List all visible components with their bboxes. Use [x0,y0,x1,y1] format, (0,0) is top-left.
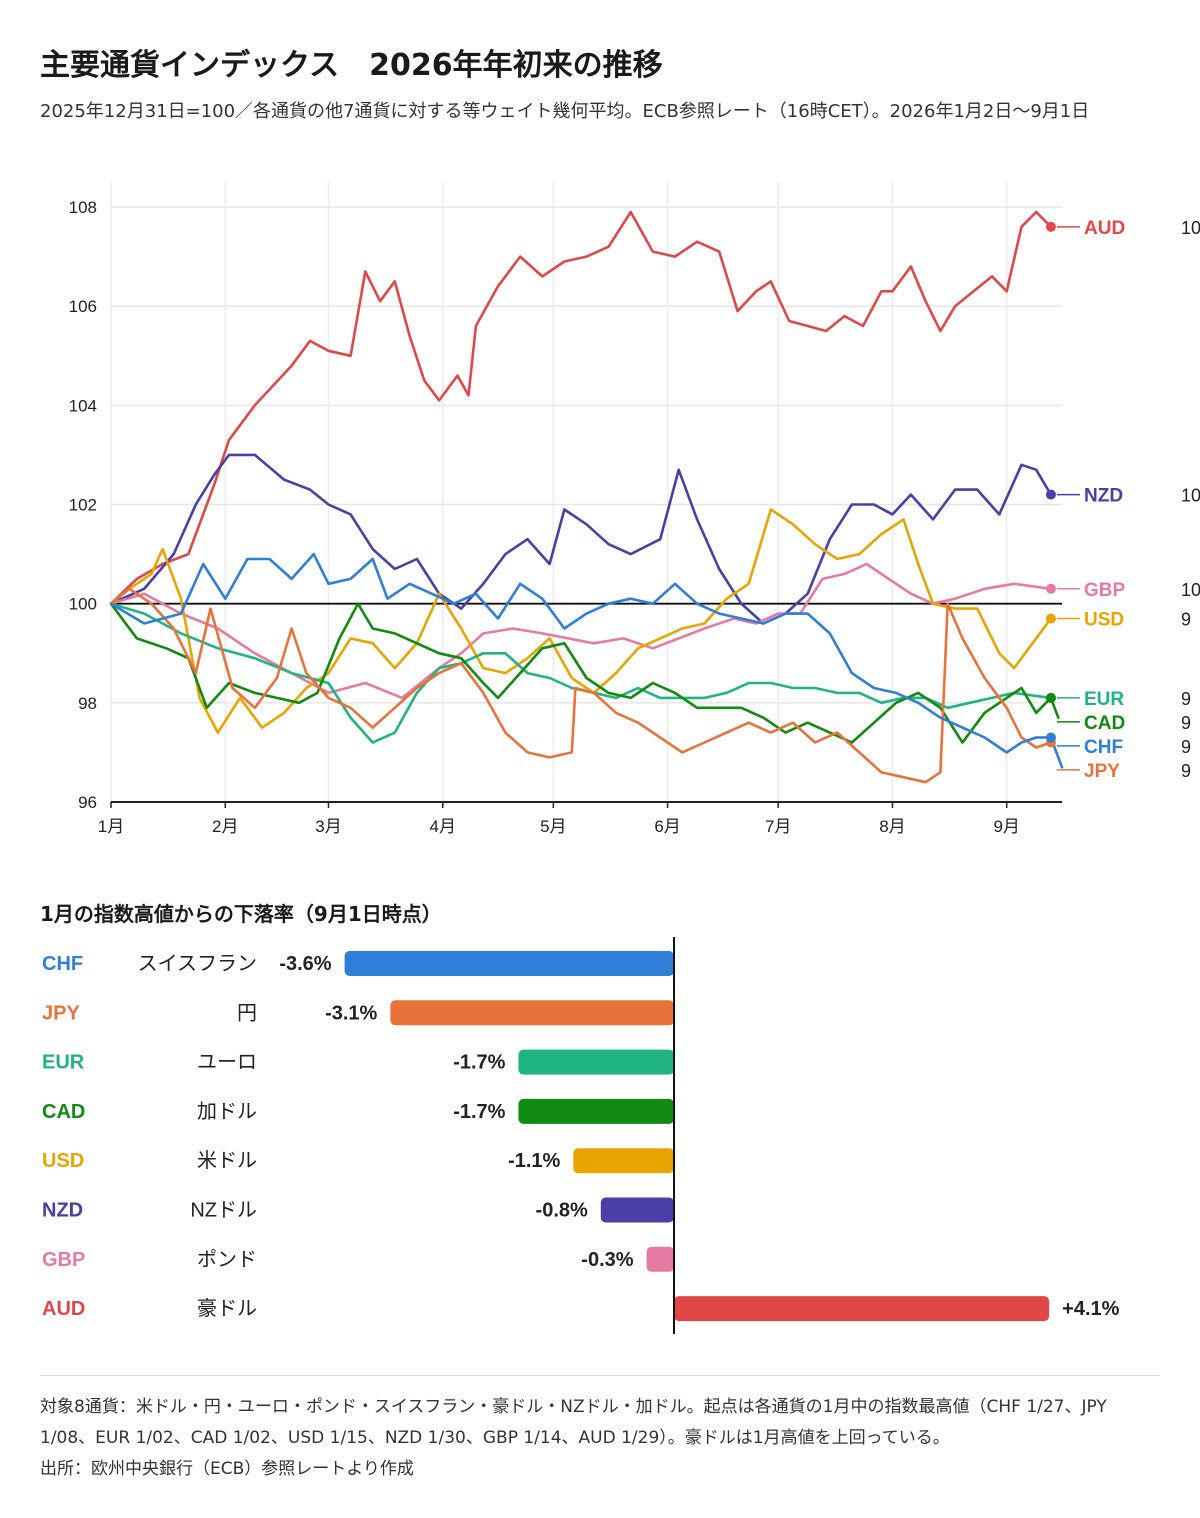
series-label-cad: CAD [1084,713,1125,734]
x-tick-label: 8月 [879,817,905,836]
series-label-nzd: NZD [1084,486,1123,507]
bar-code-label: NZD [42,1200,83,1222]
bar-currency-name: 加ドル [197,1100,257,1123]
index-line-chart: AUD 10 NZD 10 GBP 10 USD 9 EUR 9 CAD 9 JPY 9 CHF 9 96 98… [69,182,1200,836]
bar-cad [518,1098,674,1124]
series-label-gbp: GBP [1084,580,1126,601]
end-marker-chf [1045,732,1056,743]
bar-code-label: EUR [42,1052,85,1074]
bar-value-label: -3.1% [325,1002,377,1024]
series-line-nzd [109,453,1053,625]
y-tick-label: 108 [69,198,97,217]
x-tick-label: 5月 [540,817,566,836]
bar-code-label: CAD [42,1101,85,1123]
series-end-value-gbp: 10 [1181,580,1200,600]
bar-value-label: -0.3% [581,1249,633,1271]
end-marker-aud [1045,221,1056,232]
y-tick-label: 106 [69,297,97,316]
end-marker-usd [1045,613,1056,624]
divider [40,1375,1160,1376]
x-tick-label: 7月 [765,817,791,836]
page-title: 主要通貨インデックス 2026年年初来の推移 [40,48,663,83]
bar-currency-name: NZドル [190,1200,257,1222]
series-end-value-eur: 9 [1181,689,1191,709]
y-tick-label: 102 [69,496,97,515]
series-line-eur [109,602,1053,744]
x-tick-label: 3月 [315,817,341,836]
series-line-usd [109,508,1053,734]
series-label-eur: EUR [1084,689,1124,710]
bar-code-label: CHF [42,953,83,975]
series-line-chf [109,552,1064,769]
bar-currency-name: スイスフラン [138,953,257,975]
bar-value-label: -3.6% [279,953,331,975]
series-lines: AUD 10 NZD 10 GBP 10 USD 9 EUR 9 CAD 9 JPY 9 CHF 9 [109,210,1200,784]
y-tick-label: 104 [69,396,97,415]
bar-chf [344,951,674,976]
footnote: 対象8通貨：米ドル・円・ユーロ・ポンド・スイスフラン・豪ドル・NZドル・加ドル。… [40,1397,1107,1448]
series-end-value-usd: 9 [1181,610,1191,630]
drawdown-bar-chart: CHF スイスフラン -3.6% JPY 円 -3.1% EUR ユーロ -1.7% CAD 加ドル… [42,937,1120,1334]
x-tick-label: 4月 [430,817,456,836]
chart-subtitle: 2025年12月31日=100／各通貨の他7通貨に対する等ウェイト幾何平均。EC… [40,101,1090,122]
bar-currency-name: 豪ドル [197,1297,257,1320]
y-tick-label: 96 [78,793,97,812]
bar-jpy [390,1000,674,1026]
x-tick-label: 1月 [98,817,124,836]
series-line-gbp [109,562,1053,700]
bar-currency-name: 米ドル [197,1149,257,1172]
series-end-value-aud: 10 [1181,218,1200,238]
series-label-chf: CHF [1084,737,1123,758]
y-tick-label: 98 [78,694,97,713]
end-marker-nzd [1045,489,1056,500]
bar-aud [674,1296,1050,1322]
bar-value-label: -1.7% [453,1101,505,1123]
bar-eur [518,1049,674,1075]
bar-value-label: -0.8% [536,1200,588,1222]
series-line-jpy [109,587,1053,784]
bar-code-label: USD [42,1150,84,1172]
x-tick-label: 6月 [654,817,680,836]
series-end-value-cad: 9 [1181,713,1191,733]
bar-nzd [600,1197,674,1223]
series-end-value-jpy: 9 [1181,761,1191,781]
axes: 96 98 100 102 104 106 108 1月 2月 3月 4月 5月 6月 7月 8月 9月 [69,198,1062,836]
y-tick-label: 100 [69,595,97,614]
end-marker-gbp [1045,583,1056,594]
bar-gbp [646,1246,674,1272]
series-label-aud: AUD [1084,218,1125,239]
grid [110,182,1062,802]
series-label-jpy: JPY [1084,761,1120,782]
bar-chart-title: 1月の指数高値からの下落率（9月1日時点） [40,902,442,926]
series-end-value-chf: 9 [1181,737,1191,757]
series-label-usd: USD [1084,610,1124,631]
x-tick-label: 9月 [993,817,1019,836]
x-tick-label: 2月 [212,817,238,836]
source-note: 出所：欧州中央銀行（ECB）参照レートより作成 [40,1459,414,1479]
series-line-cad [109,602,1060,744]
bar-code-label: AUD [42,1298,85,1320]
series-end-value-nzd: 10 [1181,486,1200,506]
bar-usd [573,1148,674,1174]
bar-code-label: JPY [42,1002,80,1024]
series-line-aud [109,210,1053,605]
bar-value-label: -1.7% [453,1052,505,1074]
bar-value-label: +4.1% [1062,1298,1119,1320]
bar-code-label: GBP [42,1249,85,1271]
bar-currency-name: 円 [237,1002,257,1024]
bar-value-label: -1.1% [508,1150,560,1172]
bar-currency-name: ユーロ [197,1052,257,1074]
bar-currency-name: ポンド [197,1248,257,1271]
end-marker-cad [1045,692,1056,703]
